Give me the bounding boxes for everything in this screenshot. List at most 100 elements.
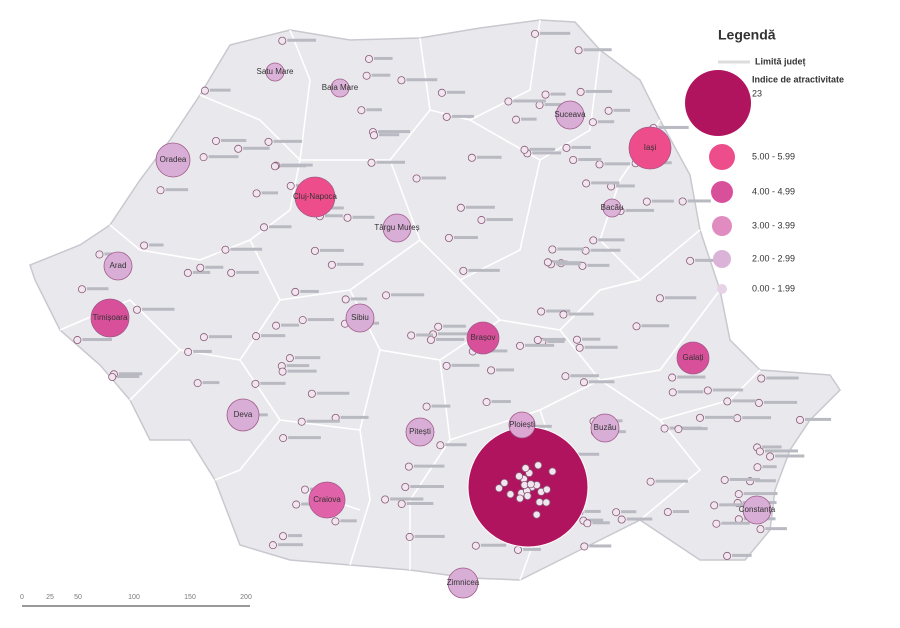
locality-dot: [575, 343, 584, 352]
locality-label-placeholder: [775, 454, 805, 458]
locality-label-placeholder: [391, 293, 425, 297]
legend-title: Legendă: [718, 27, 776, 43]
locality-label-placeholder: [568, 312, 594, 316]
locality-label-placeholder: [613, 108, 631, 112]
locality-label-placeholder: [261, 334, 286, 338]
locality-label-placeholder: [542, 337, 566, 341]
locality-dot: [437, 88, 446, 97]
locality-label-placeholder: [732, 553, 752, 557]
locality-label-placeholder: [260, 381, 286, 385]
locality-dot: [541, 90, 550, 99]
locality-label-placeholder: [712, 388, 744, 392]
locality-dot: [755, 447, 764, 456]
locality-label-placeholder: [762, 445, 782, 449]
locality-dot: [646, 477, 655, 486]
city-circle: [602, 198, 622, 218]
city-circle: [466, 321, 500, 355]
city-circle: [265, 62, 285, 82]
locality-label-placeholder: [598, 238, 625, 242]
locality-label-placeholder: [672, 510, 690, 514]
locality-dot: [487, 366, 496, 375]
locality-dot: [482, 398, 491, 407]
locality-label-placeholder: [366, 108, 382, 112]
city-circle: [742, 495, 772, 525]
capital-district-dot: [526, 480, 535, 489]
locality-label-placeholder: [208, 155, 239, 159]
locality-dot: [588, 118, 597, 127]
locality-label-placeholder: [585, 89, 613, 93]
locality-label-placeholder: [621, 510, 637, 514]
city-circle: [294, 176, 336, 218]
locality-label-placeholder: [220, 138, 247, 142]
locality-dot: [397, 499, 406, 508]
locality-dot: [426, 335, 435, 344]
locality-label-placeholder: [762, 465, 777, 469]
locality-dot: [516, 341, 525, 350]
locality-label-placeholder: [582, 337, 601, 341]
locality-dot: [580, 542, 589, 551]
locality-label-placeholder: [476, 155, 502, 159]
locality-dot: [573, 335, 582, 344]
locality-dot: [442, 112, 451, 121]
locality-dot: [405, 532, 414, 541]
locality-dot: [327, 260, 336, 269]
city-label: Iași: [644, 143, 657, 152]
locality-label-placeholder: [588, 380, 615, 384]
city-label: Sibiu: [351, 313, 369, 322]
locality-dot: [199, 153, 208, 162]
locality-label-placeholder: [371, 73, 391, 77]
locality-dot: [582, 179, 591, 188]
locality-dot: [292, 500, 301, 509]
locality-dot: [504, 97, 513, 106]
locality-dot: [720, 475, 729, 484]
locality-label-placeholder: [192, 270, 211, 274]
locality-dot: [291, 287, 300, 296]
city-label: Pitești: [409, 427, 431, 436]
legend-class-label: 0.00 - 1.99: [752, 283, 795, 293]
locality-label-placeholder: [451, 114, 474, 118]
locality-label-placeholder: [765, 527, 787, 531]
locality-label-placeholder: [719, 503, 750, 507]
city-label: Ploiești: [509, 420, 535, 429]
locality-label-placeholder: [664, 296, 697, 300]
locality-dot: [436, 441, 445, 450]
locality-dot: [754, 398, 763, 407]
locality-label-placeholder: [287, 369, 317, 373]
locality-dot: [252, 189, 261, 198]
locality-label-placeholder: [378, 133, 400, 137]
locality-dot: [574, 46, 583, 55]
locality-label-placeholder: [486, 218, 513, 222]
locality-label-placeholder: [590, 248, 621, 252]
locality-label-placeholder: [142, 307, 175, 311]
capital-district-dot: [542, 498, 551, 507]
locality-label-placeholder: [269, 225, 292, 229]
locality-dot: [343, 213, 352, 222]
legend-border-label: Limită județ: [755, 56, 806, 66]
locality-dot: [381, 495, 390, 504]
locality-label-placeholder: [279, 164, 307, 168]
locality-dot: [297, 417, 306, 426]
locality-label-placeholder: [340, 519, 357, 523]
locality-dot: [678, 197, 687, 206]
city-circle: [590, 413, 620, 443]
locality-dot: [710, 501, 719, 510]
locality-dot: [278, 367, 287, 376]
locality-label-placeholder: [261, 191, 279, 195]
locality-dot: [357, 106, 366, 115]
city-label: Bacău: [601, 203, 624, 212]
locality-label-placeholder: [319, 248, 344, 252]
scale-tick-label: 25: [46, 594, 54, 601]
locality-label-placeholder: [431, 404, 451, 408]
locality-label-placeholder: [513, 99, 546, 103]
locality-dot: [434, 322, 443, 331]
locality-dot: [668, 373, 677, 382]
locality-dot: [795, 415, 804, 424]
locality-dot: [397, 76, 406, 85]
city-circle: [447, 567, 479, 599]
locality-dot: [108, 372, 117, 381]
locality-label-placeholder: [324, 214, 343, 218]
locality-label-placeholder: [557, 247, 584, 251]
locality-label-placeholder: [443, 324, 466, 328]
legend-swatch: [685, 70, 751, 136]
locality-dot: [422, 402, 431, 411]
